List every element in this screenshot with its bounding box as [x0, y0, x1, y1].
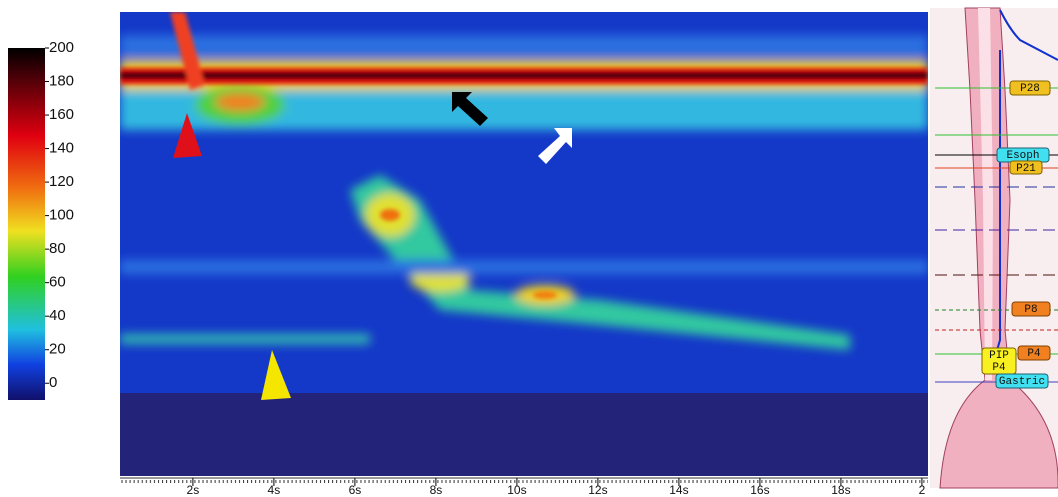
- x-tick-label: 8s: [430, 483, 443, 497]
- x-tick-label: 4s: [268, 483, 281, 497]
- pressure-map: [120, 12, 928, 393]
- sensor-label: P4: [1027, 348, 1041, 360]
- x-tick-label: 10s: [507, 483, 526, 497]
- yellow-arrowhead: [261, 350, 291, 400]
- white-arrow: [538, 128, 572, 164]
- sensor-label: PIP: [989, 350, 1009, 362]
- empty-region: [120, 393, 928, 476]
- sensor-label: P4: [992, 362, 1006, 374]
- colorbar-tick-label: 180: [49, 72, 74, 89]
- colorbar-tick-label: 60: [49, 274, 66, 291]
- anatomy-panel: [930, 7, 1058, 489]
- sensor-label: Gastric: [999, 376, 1045, 388]
- black-arrow: [452, 92, 488, 126]
- colorbar-tick-label: 200: [49, 39, 74, 56]
- red-arrowhead: [173, 113, 202, 158]
- sensor-label: P28: [1020, 83, 1040, 95]
- x-tick-label: 2s: [187, 483, 200, 497]
- x-tick-label: 14s: [669, 483, 688, 497]
- colorbar-tick-label: 0: [49, 374, 57, 391]
- x-tick-label: 16s: [750, 483, 769, 497]
- x-tick-label: 6s: [349, 483, 362, 497]
- colorbar-tick-label: 20: [49, 341, 66, 358]
- sensor-label: P21: [1016, 163, 1036, 175]
- x-tick-label: 18s: [831, 483, 850, 497]
- x-tick-label: 2: [919, 483, 926, 497]
- sensor-label: Esoph: [1006, 150, 1039, 162]
- x-tick-label: 12s: [588, 483, 607, 497]
- colorbar-tick-label: 160: [49, 106, 74, 123]
- minor-ticks: [120, 478, 928, 483]
- sensor-label: P8: [1024, 304, 1037, 316]
- colorbar-tick-label: 120: [49, 173, 74, 190]
- colorbar-tick-label: 40: [49, 307, 66, 324]
- colorbar: [8, 48, 45, 400]
- colorbar-tick-label: 80: [49, 240, 66, 257]
- colorbar-tick-label: 140: [49, 140, 74, 157]
- colorbar-tick-label: 100: [49, 207, 74, 224]
